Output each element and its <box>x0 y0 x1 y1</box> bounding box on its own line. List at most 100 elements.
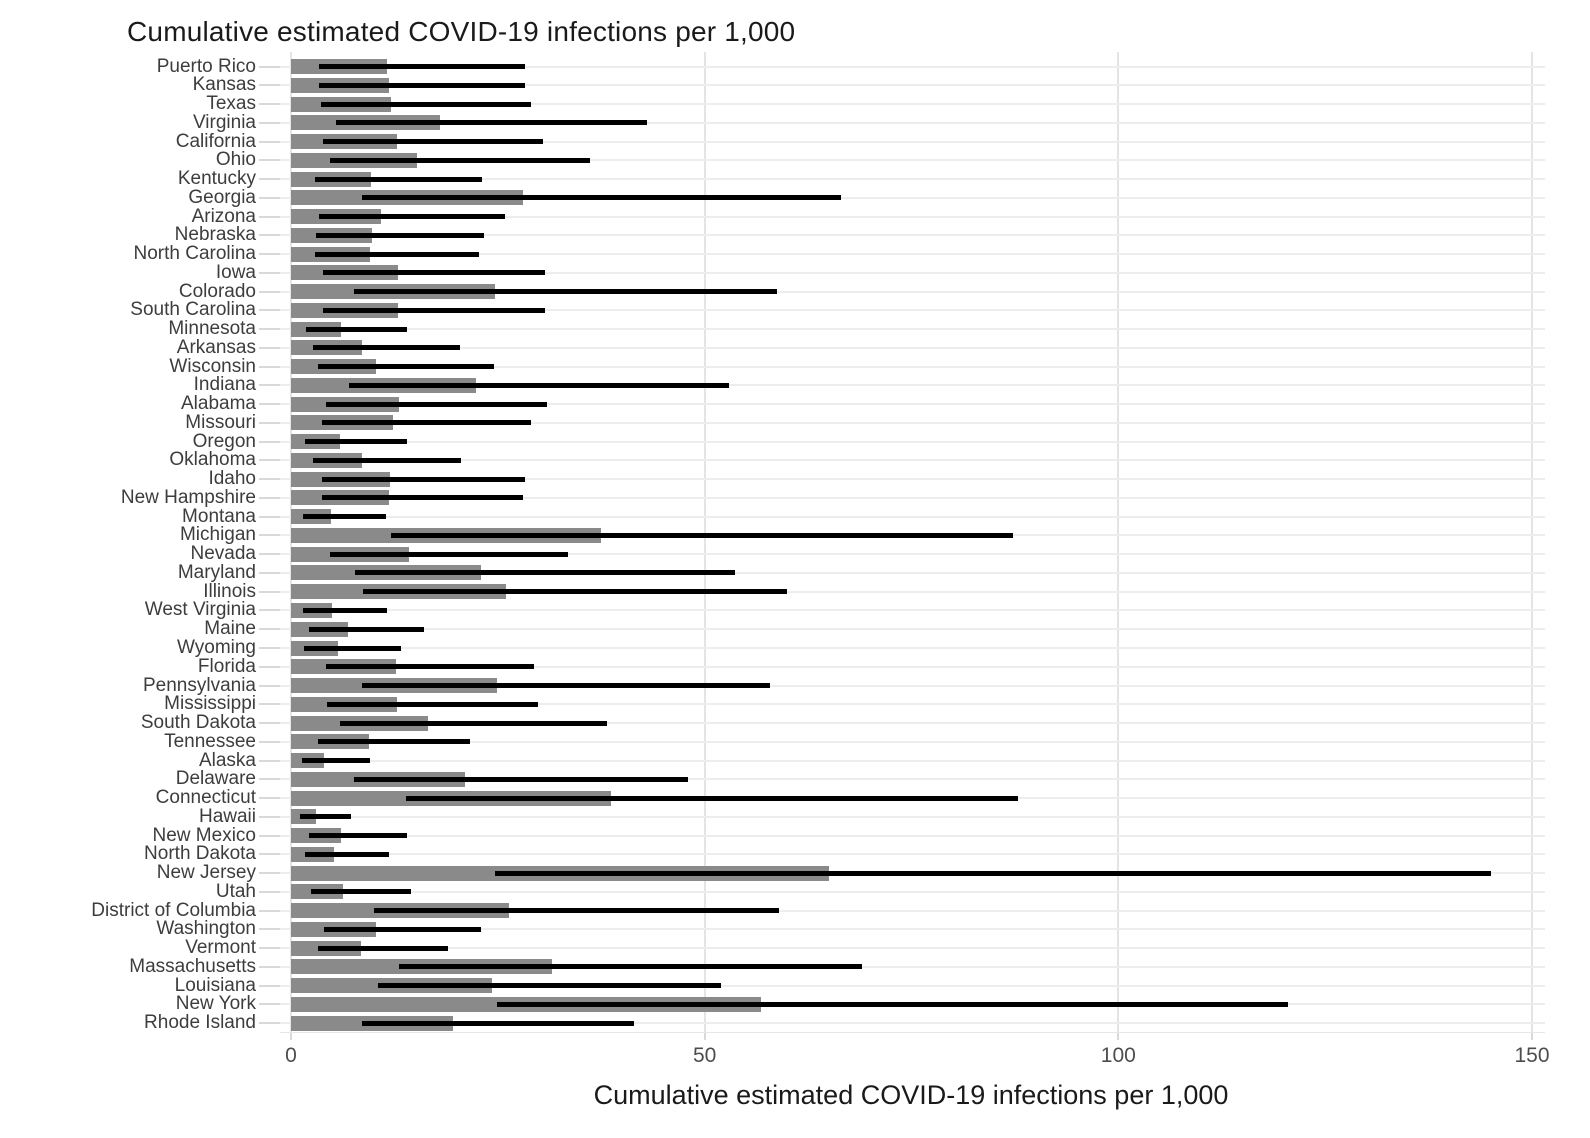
ci-whisker <box>323 139 543 145</box>
y-axis-label: Montana <box>182 505 256 527</box>
y-gridline <box>280 890 1545 893</box>
y-gridline <box>280 834 1545 837</box>
x-gridline <box>1531 52 1533 1032</box>
y-axis-label: Texas <box>206 93 256 115</box>
y-tick-mark <box>259 178 280 181</box>
y-gridline <box>280 309 1545 312</box>
y-axis-label: Kansas <box>192 74 256 96</box>
ci-whisker <box>305 851 390 857</box>
y-gridline <box>280 815 1545 818</box>
y-gridline <box>280 84 1545 87</box>
ci-whisker <box>318 739 470 745</box>
y-tick-mark <box>259 365 280 368</box>
ci-whisker <box>497 1001 1288 1007</box>
y-gridline <box>280 103 1545 106</box>
y-axis-label: Idaho <box>208 468 256 490</box>
ci-whisker <box>327 701 539 707</box>
ci-whisker <box>309 833 407 839</box>
x-tick-label: 0 <box>285 1044 297 1067</box>
y-axis-label: Utah <box>215 880 256 902</box>
y-axis-label: Kentucky <box>177 168 256 190</box>
y-tick-mark <box>259 815 280 818</box>
ci-whisker <box>339 720 608 726</box>
y-axis-label: Colorado <box>178 280 256 302</box>
x-axis-line <box>280 1032 1545 1033</box>
y-tick-mark <box>259 515 280 518</box>
y-tick-mark <box>259 384 280 387</box>
ci-whisker <box>302 514 387 520</box>
y-tick-mark <box>259 609 280 612</box>
y-axis-label: Indiana <box>193 374 256 396</box>
y-tick-mark <box>259 103 280 106</box>
y-axis-label: Vermont <box>185 937 256 959</box>
y-gridline <box>280 271 1545 274</box>
y-gridline <box>280 740 1545 743</box>
y-gridline <box>280 984 1545 987</box>
y-tick-mark <box>259 740 280 743</box>
ci-whisker <box>310 889 411 895</box>
y-axis-label: Rhode Island <box>144 1012 256 1034</box>
y-gridline <box>280 196 1545 199</box>
y-tick-mark <box>259 759 280 762</box>
y-gridline <box>280 722 1545 725</box>
y-tick-mark <box>259 440 280 443</box>
y-tick-mark <box>259 834 280 837</box>
chart-title: Cumulative estimated COVID-19 infections… <box>127 16 796 47</box>
ci-whisker <box>494 870 1491 876</box>
y-gridline <box>280 684 1545 687</box>
y-gridline <box>280 947 1545 950</box>
x-axis-title: Cumulative estimated COVID-19 infections… <box>593 1080 1229 1110</box>
ci-whisker <box>322 495 523 501</box>
ci-whisker <box>362 1020 635 1026</box>
y-axis-label: Minnesota <box>168 318 256 340</box>
ci-whisker <box>320 101 531 107</box>
ci-whisker <box>315 232 484 238</box>
y-tick-mark <box>259 159 280 162</box>
y-axis-label: Arizona <box>191 205 256 227</box>
y-axis-label: Nevada <box>190 543 257 565</box>
y-tick-mark <box>259 553 280 556</box>
y-tick-mark <box>259 628 280 631</box>
ci-whisker <box>324 926 482 932</box>
y-gridline <box>280 928 1545 931</box>
y-axis-label: Alaska <box>198 749 256 771</box>
y-axis-label: Maine <box>204 618 256 640</box>
y-gridline <box>280 665 1545 668</box>
ci-whisker <box>325 664 535 670</box>
y-tick-mark <box>259 121 280 124</box>
y-tick-mark <box>259 65 280 68</box>
ci-whisker <box>305 439 407 445</box>
y-tick-mark <box>259 684 280 687</box>
ci-whisker <box>318 945 449 951</box>
y-gridline <box>280 215 1545 218</box>
ci-whisker <box>329 157 591 163</box>
y-tick-mark <box>259 271 280 274</box>
ci-whisker <box>353 776 689 782</box>
y-tick-mark <box>259 1003 280 1006</box>
y-axis-label: Connecticut <box>155 787 256 809</box>
y-axis-label: Ohio <box>215 149 256 171</box>
y-tick-mark <box>259 196 280 199</box>
y-tick-mark <box>259 234 280 237</box>
ci-whisker <box>313 457 461 463</box>
y-tick-mark <box>259 459 280 462</box>
y-axis-label: West Virginia <box>144 599 256 621</box>
ci-whisker <box>314 251 479 257</box>
y-gridline <box>280 290 1545 293</box>
ci-whisker <box>329 551 569 557</box>
ci-whisker <box>362 195 842 201</box>
y-gridline <box>280 234 1545 237</box>
y-axis-label: Arkansas <box>176 336 256 358</box>
y-gridline <box>280 515 1545 518</box>
y-axis-label: Mississippi <box>164 693 256 715</box>
y-gridline <box>280 853 1545 856</box>
ci-whisker <box>319 214 506 220</box>
y-gridline <box>280 965 1545 968</box>
y-tick-mark <box>259 534 280 537</box>
y-axis-label: Iowa <box>215 261 256 283</box>
y-gridline <box>280 328 1545 331</box>
y-gridline <box>280 1022 1545 1025</box>
ci-whisker <box>323 270 545 276</box>
y-tick-mark <box>259 1022 280 1025</box>
